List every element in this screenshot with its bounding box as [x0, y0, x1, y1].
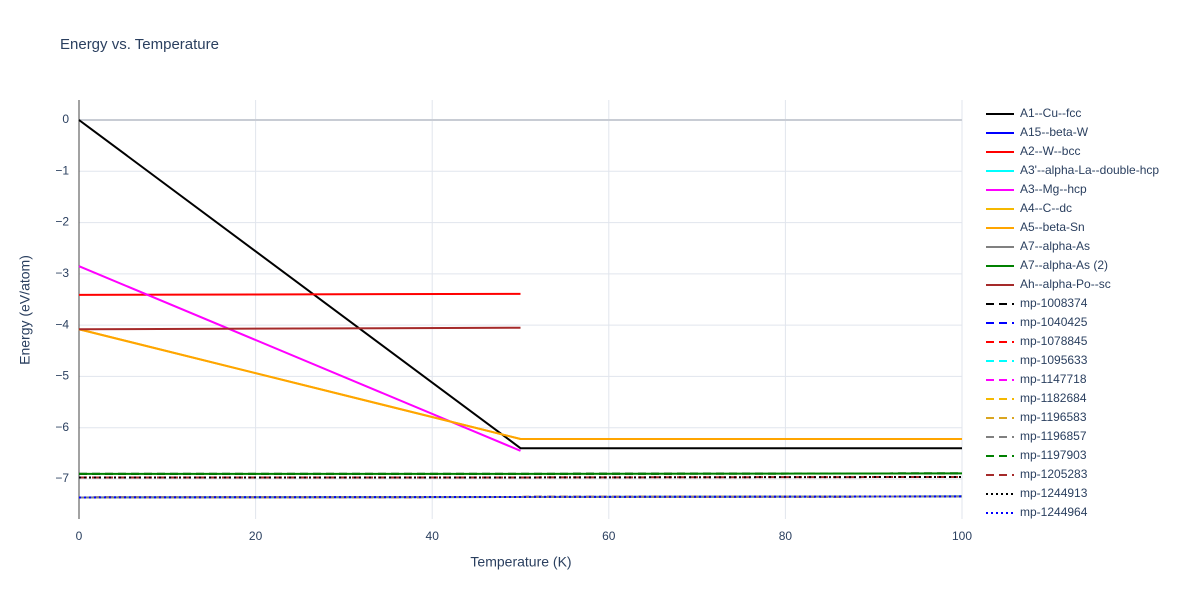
legend-label[interactable]: A1--Cu--fcc	[1020, 106, 1081, 120]
legend-label[interactable]: A15--beta-W	[1020, 125, 1089, 139]
legend: A1--Cu--fcc A15--beta-W A2--W--bcc A3'--alp…	[986, 106, 1159, 519]
legend-label[interactable]: A5--beta-Sn	[1020, 220, 1085, 234]
series-line	[78, 328, 962, 440]
series-line	[79, 475, 963, 479]
legend-label[interactable]: A7--alpha-As (2)	[1020, 258, 1108, 272]
legend-label[interactable]: A3'--alpha-La--double-hcp	[1020, 163, 1159, 177]
series-line	[78, 119, 962, 450]
legend-label[interactable]: A7--alpha-As	[1020, 239, 1090, 253]
legend-label[interactable]: A3--Mg--hcp	[1020, 182, 1087, 196]
x-tick-label: 40	[426, 529, 440, 543]
legend-label[interactable]: Ah--alpha-Po--sc	[1020, 277, 1111, 291]
legend-label[interactable]: A2--W--bcc	[1020, 144, 1080, 158]
plot-area	[78, 119, 963, 499]
legend-label[interactable]: mp-1182684	[1020, 391, 1087, 405]
y-tick-label: −7	[55, 471, 69, 485]
legend-label[interactable]: mp-1040425	[1020, 315, 1088, 329]
series-line	[78, 292, 521, 296]
legend-label[interactable]: mp-1147718	[1020, 372, 1087, 386]
x-tick-label: 60	[602, 529, 616, 543]
legend-label[interactable]: mp-1244913	[1020, 486, 1088, 500]
legend-label[interactable]: mp-1197903	[1020, 448, 1087, 462]
y-tick-label: −1	[55, 163, 69, 177]
x-tick-label: 0	[76, 529, 83, 543]
x-tick-label: 20	[249, 529, 263, 543]
legend-label[interactable]: mp-1196583	[1020, 410, 1087, 424]
series-line	[78, 326, 521, 331]
x-tick-label: 100	[952, 529, 972, 543]
series-line	[78, 495, 963, 499]
legend-label[interactable]: A4--C--dc	[1020, 201, 1072, 215]
grid: 0 20 40 60 80 100 0 −1 −2 −3 −4 −5 −6 −7	[55, 100, 972, 543]
legend-label[interactable]: mp-1244964	[1020, 505, 1088, 519]
legend-label[interactable]: mp-1196857	[1020, 429, 1087, 443]
series-line	[79, 472, 963, 475]
y-tick-label: −3	[55, 266, 69, 280]
x-axis-label: Temperature (K)	[470, 554, 571, 570]
chart-title: Energy vs. Temperature	[60, 36, 219, 53]
y-tick-label: −4	[55, 317, 69, 331]
y-tick-label: −5	[55, 369, 69, 383]
y-tick-label: −2	[55, 215, 69, 229]
y-tick-label: −6	[55, 420, 69, 434]
legend-label[interactable]: mp-1205283	[1020, 467, 1088, 481]
legend-label[interactable]: mp-1095633	[1020, 353, 1088, 367]
x-tick-label: 80	[779, 529, 793, 543]
legend-label[interactable]: mp-1008374	[1020, 296, 1088, 310]
y-tick-label: 0	[62, 112, 69, 126]
y-axis-label: Energy (eV/atom)	[17, 255, 33, 365]
legend-label[interactable]: mp-1078845	[1020, 334, 1088, 348]
